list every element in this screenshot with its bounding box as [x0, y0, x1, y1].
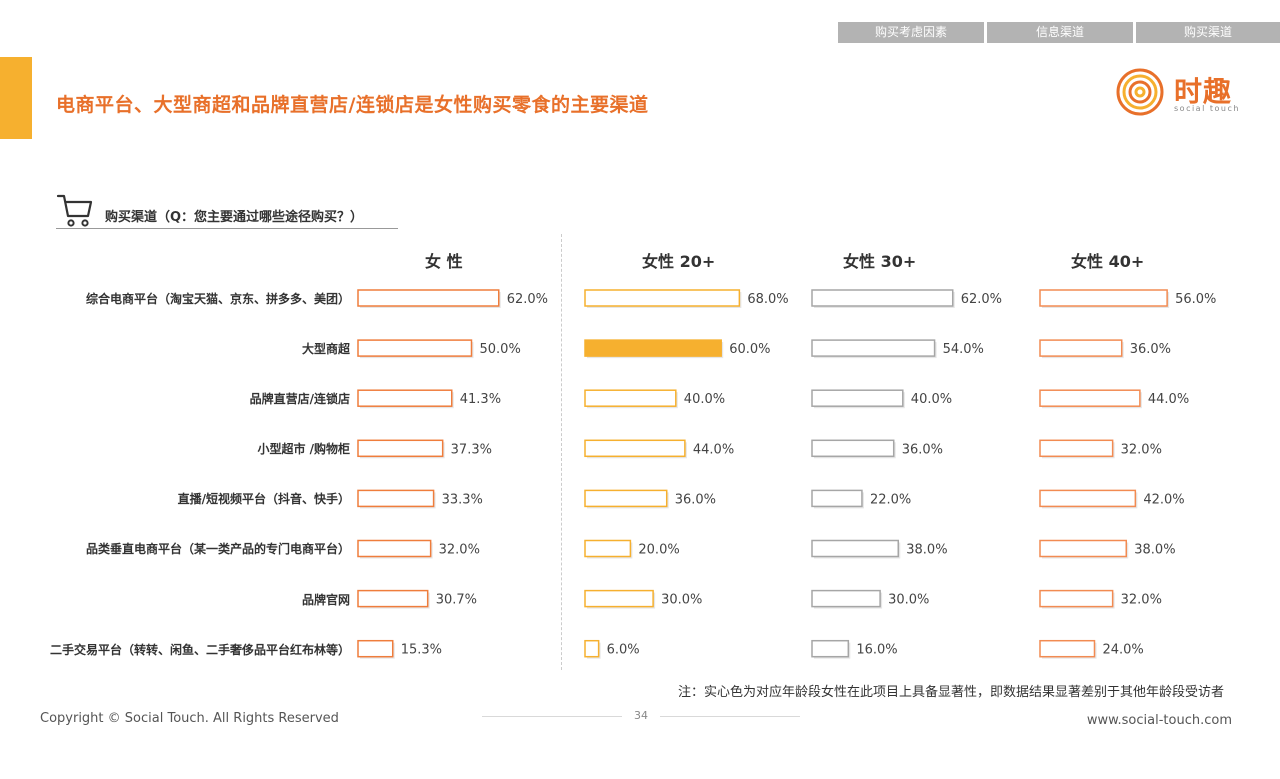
tab-purchase-channels[interactable]: 购买渠道 [1136, 22, 1280, 43]
question-underline [56, 228, 398, 229]
bar-value-label: 30.7% [436, 593, 477, 608]
bar [357, 289, 500, 307]
significance-note: 注：实心色为对应年龄段女性在此项目上具备显著性，即数据结果显著差别于其他年龄段受… [677, 685, 1224, 700]
bar [1039, 439, 1114, 458]
bar [1039, 539, 1128, 558]
survey-question: 购买渠道（Q：您主要通过哪些途径购买？） [105, 210, 364, 225]
bar-value-label: 62.0% [507, 292, 548, 307]
bar [357, 439, 444, 458]
bar-value-label: 30.0% [661, 593, 702, 608]
bar-value-label: 32.0% [1121, 442, 1162, 457]
bar [357, 589, 429, 608]
page-number: 34 [634, 709, 648, 722]
bar-value-label: 20.0% [638, 543, 679, 558]
bar [357, 539, 432, 558]
bar [357, 489, 435, 508]
spiral-logo-icon [1116, 68, 1164, 116]
bar-value-label: 38.0% [1134, 543, 1175, 558]
bar [811, 289, 954, 307]
bar [811, 639, 850, 658]
bar [357, 639, 394, 658]
bar-value-label: 15.3% [401, 643, 442, 658]
category-label: 大型商超 [301, 342, 350, 356]
bar-value-label: 44.0% [693, 442, 734, 457]
bar-value-label: 36.0% [675, 492, 716, 507]
bar-value-label: 36.0% [902, 442, 943, 457]
bar-value-label: 40.0% [911, 392, 952, 407]
category-label: 小型超市 /购物柜 [257, 442, 350, 456]
bar [811, 589, 881, 608]
logo-text-cn: 时趣 [1174, 75, 1233, 108]
title-accent-bar [0, 57, 32, 139]
category-label: 品牌直营店/连锁店 [249, 392, 350, 406]
section-tabs: 购买考虑因素 信息渠道 购买渠道 [835, 22, 1280, 43]
page-title: 电商平台、大型商超和品牌直营店/连锁店是女性购买零食的主要渠道 [56, 94, 649, 116]
brand-logo: 时趣 social touch [1116, 68, 1246, 116]
logo-text-en: social touch [1174, 104, 1240, 113]
bar [584, 489, 668, 508]
tab-info-channels[interactable]: 信息渠道 [987, 22, 1133, 43]
bar [584, 539, 632, 558]
bar [357, 389, 453, 407]
panel-title-women-20: 女性 20+ [642, 252, 716, 271]
panel-divider [561, 234, 562, 670]
bar [1039, 339, 1123, 357]
bar [584, 439, 686, 458]
page-number-line-right [660, 716, 800, 717]
bar-value-label: 16.0% [856, 643, 897, 658]
bar [584, 589, 654, 608]
bar [584, 389, 677, 407]
website-url: www.social-touch.com [1086, 713, 1232, 728]
bar-value-label: 22.0% [870, 492, 911, 507]
page-number-line-left [482, 716, 622, 717]
bar [357, 339, 473, 357]
category-label: 二手交易平台（转转、闲鱼、二手奢侈品平台红布林等） [49, 643, 350, 657]
bar [584, 289, 741, 307]
bar [1039, 589, 1114, 608]
panel-title-women-30: 女性 30+ [843, 252, 917, 271]
bar [584, 339, 722, 357]
panel-title-women: 女 性 [425, 252, 463, 271]
bar [811, 439, 895, 458]
bar-value-label: 38.0% [906, 543, 947, 558]
bar-value-label: 42.0% [1143, 492, 1184, 507]
bar-value-label: 24.0% [1102, 643, 1143, 658]
bar-value-label: 32.0% [1121, 593, 1162, 608]
bar [1039, 289, 1168, 307]
bar [1039, 489, 1137, 508]
shopping-cart-icon [56, 194, 93, 227]
bar [1039, 389, 1141, 407]
bar-value-label: 56.0% [1175, 292, 1216, 307]
category-label: 综合电商平台（淘宝天猫、京东、拼多多、美团） [85, 292, 350, 306]
bar [1039, 639, 1096, 658]
panel-title-women-40: 女性 40+ [1071, 252, 1145, 271]
bar-value-label: 54.0% [943, 342, 984, 357]
bar [811, 539, 900, 558]
bar-value-label: 33.3% [442, 492, 483, 507]
bar [811, 339, 936, 357]
bar-value-label: 44.0% [1148, 392, 1189, 407]
category-label: 直播/短视频平台（抖音、快手） [177, 492, 350, 506]
bar-value-label: 30.0% [888, 593, 929, 608]
bar-value-label: 37.3% [451, 442, 492, 457]
bar-value-label: 68.0% [747, 292, 788, 307]
bar-value-label: 41.3% [460, 392, 501, 407]
bar [584, 639, 600, 658]
bar [811, 489, 863, 508]
bar-value-label: 32.0% [439, 543, 480, 558]
copyright: Copyright © Social Touch. All Rights Res… [40, 711, 339, 726]
bar-value-label: 50.0% [480, 342, 521, 357]
bar-value-label: 40.0% [684, 392, 725, 407]
bar-value-label: 60.0% [729, 342, 770, 357]
bar-value-label: 6.0% [607, 643, 640, 658]
bar-value-label: 36.0% [1130, 342, 1171, 357]
bar-value-label: 62.0% [961, 292, 1002, 307]
tab-purchase-factors[interactable]: 购买考虑因素 [838, 22, 984, 43]
category-label: 品类垂直电商平台（某一类产品的专门电商平台） [85, 542, 350, 556]
category-label: 品牌官网 [301, 593, 350, 607]
bar [811, 389, 904, 407]
